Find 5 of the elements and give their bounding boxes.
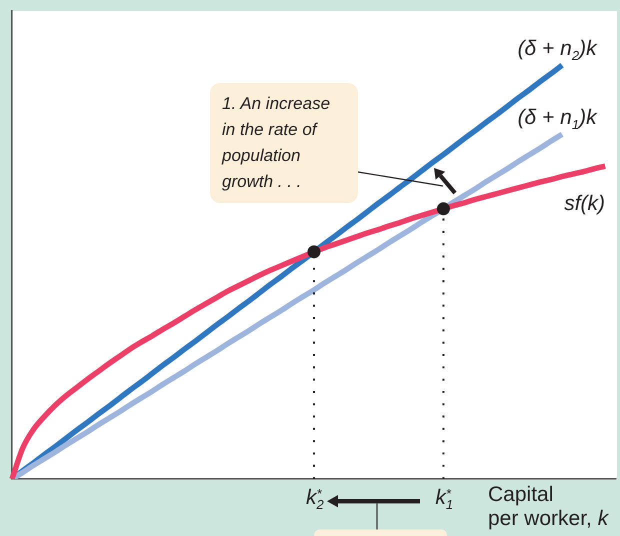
series-label: (δ + n$_{1}$)k — [518, 106, 597, 132]
annotation: 1. An increase in the rate of population growth . . . — [210, 83, 358, 203]
series-label: sf(k) — [564, 192, 606, 216]
x-axis-title: Capital per worker, k — [488, 483, 608, 531]
series-label: (δ + n$_{2}$)k — [518, 37, 597, 63]
